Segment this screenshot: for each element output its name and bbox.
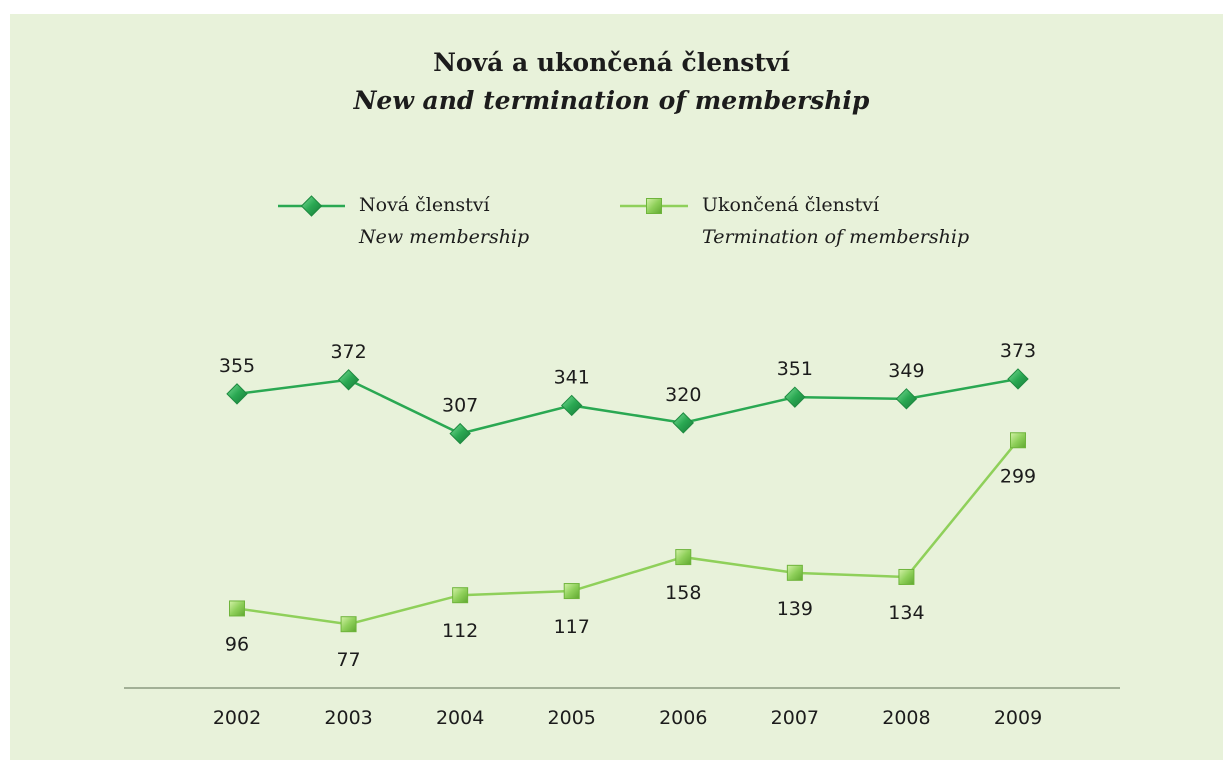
x-tick-label: 2006 — [659, 707, 707, 729]
data-point-new — [337, 369, 360, 391]
legend-termination-label-en: Termination of membership — [702, 226, 970, 248]
data-point-termination — [340, 616, 357, 633]
data-point-new — [226, 383, 248, 405]
data-point-termination — [452, 587, 469, 604]
data-label-new: 355 — [219, 355, 255, 377]
x-tick-label: 2003 — [324, 707, 372, 729]
series-lines — [236, 377, 1019, 626]
x-tick-label: 2009 — [994, 707, 1042, 729]
data-point-new — [561, 394, 583, 417]
data-label-termination: 158 — [665, 582, 701, 604]
data-label-new: 372 — [330, 341, 366, 363]
legend-marks — [278, 195, 688, 217]
data-point-new — [895, 388, 918, 410]
x-tick-label: 2008 — [882, 707, 930, 729]
chart-background — [10, 14, 1223, 760]
series-markers — [226, 368, 1029, 633]
chart-title: Nová a ukončená členství — [433, 48, 790, 77]
data-point-termination — [898, 568, 915, 585]
data-label-termination: 77 — [336, 649, 360, 671]
x-tick-label: 2007 — [771, 707, 819, 729]
legend-new-label-cz: Nová členství — [359, 194, 490, 216]
data-label-new: 320 — [665, 384, 701, 406]
data-point-termination — [229, 600, 245, 617]
data-point-termination — [675, 549, 692, 566]
data-label-new: 307 — [442, 395, 478, 417]
data-label-new: 341 — [554, 366, 590, 388]
data-label-termination: 134 — [888, 602, 924, 624]
data-point-termination — [563, 583, 580, 600]
series-line-new — [236, 377, 1019, 435]
data-label-termination: 117 — [554, 616, 590, 638]
data-point-termination — [786, 564, 803, 581]
data-point-termination — [1010, 432, 1026, 449]
legend-new-label-en: New membership — [359, 226, 530, 248]
data-label-termination: 112 — [442, 620, 478, 642]
legend-marker-new — [300, 195, 323, 217]
x-tick-label: 2005 — [548, 707, 596, 729]
series-line-termination — [236, 439, 1019, 626]
data-label-termination: 139 — [777, 598, 813, 620]
data-point-new — [784, 386, 806, 408]
data-point-new — [1007, 368, 1029, 390]
x-tick-label: 2002 — [213, 707, 261, 729]
data-label-new: 351 — [777, 358, 813, 380]
data-label-new: 373 — [1000, 340, 1036, 362]
data-point-new — [672, 412, 694, 434]
data-point-new — [449, 422, 471, 445]
data-label-termination: 96 — [225, 633, 249, 655]
chart-subtitle: New and termination of membership — [353, 86, 870, 115]
legend-termination-label-cz: Ukončená členství — [702, 194, 880, 216]
x-tick-label: 2004 — [436, 707, 484, 729]
data-labels: 355 372 307 341 320 351 349 373 96 77 112 117 158 139… — [219, 340, 1036, 671]
x-axis-tick-labels: 2002 2003 2004 2005 2006 2007 2008 2009 — [213, 707, 1042, 729]
legend-marker-termination — [646, 198, 662, 214]
data-label-termination: 299 — [1000, 465, 1036, 487]
data-label-new: 349 — [888, 360, 924, 382]
